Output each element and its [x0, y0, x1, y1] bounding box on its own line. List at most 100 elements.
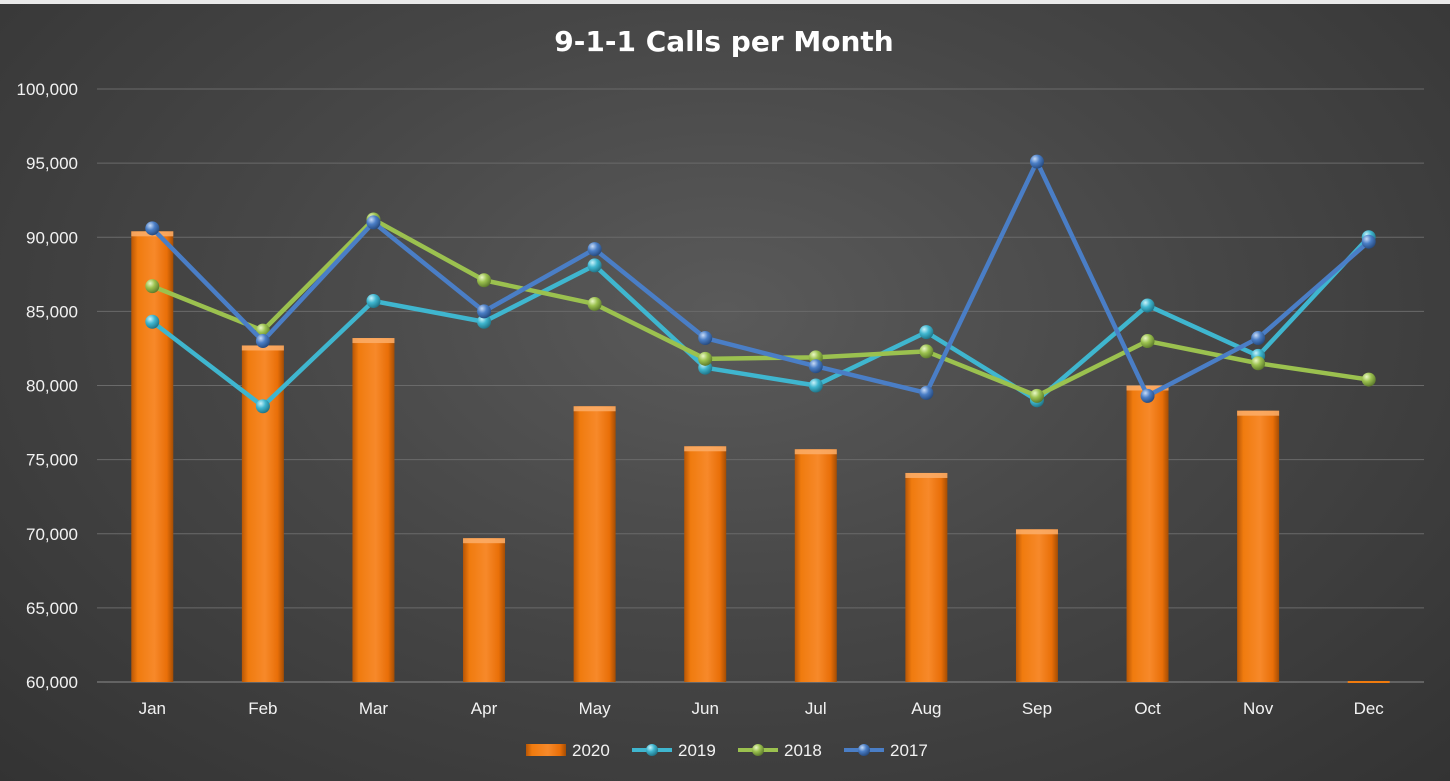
bar [131, 231, 174, 682]
legend-swatch-marker [858, 744, 870, 756]
legend-item-2018: 2018 [738, 741, 822, 760]
x-tick-label: Mar [359, 699, 389, 718]
bar-2020-oct [1126, 385, 1169, 682]
x-axis-tick-labels: Jan Feb Mar Apr May Jun Jul Aug Sep Oct Nov Dec [139, 699, 1385, 718]
point-2017-feb [255, 334, 270, 349]
x-tick-label: Feb [248, 699, 277, 718]
bar-2020-nov [1237, 410, 1280, 682]
point-2017-aug [919, 385, 934, 400]
line-series-2017 [145, 154, 1376, 403]
point-2018-may [587, 296, 602, 311]
y-tick-label: 70,000 [26, 525, 78, 544]
bar-2020-jun [684, 446, 727, 682]
bar-cap [905, 472, 948, 478]
point-2017-mar [366, 215, 381, 230]
bar [1126, 385, 1169, 682]
point-2018-apr [477, 273, 492, 288]
x-tick-label: Dec [1354, 699, 1385, 718]
y-tick-label: 75,000 [26, 451, 78, 470]
x-tick-label: May [579, 699, 612, 718]
bar [1015, 529, 1058, 682]
x-tick-label: Jun [691, 699, 718, 718]
bar-cap [352, 338, 395, 344]
x-tick-label: Jul [805, 699, 827, 718]
y-tick-label: 95,000 [26, 154, 78, 173]
legend-item-2019: 2019 [632, 741, 716, 760]
x-tick-label: Apr [471, 699, 498, 718]
y-tick-label: 90,000 [26, 228, 78, 247]
y-tick-label: 65,000 [26, 599, 78, 618]
bar-2020-mar [352, 338, 395, 682]
x-tick-label: Jan [139, 699, 166, 718]
chart-title: 9-1-1 Calls per Month [554, 25, 893, 58]
x-tick-label: Nov [1243, 699, 1274, 718]
point-2019-may [587, 258, 602, 273]
point-2017-jun [698, 331, 713, 346]
point-2019-oct [1140, 298, 1155, 313]
grid-layer [97, 88, 1424, 683]
series-line-2019 [150, 235, 1371, 409]
bar [573, 406, 616, 682]
x-tick-label: Sep [1022, 699, 1052, 718]
bar-cap [573, 406, 616, 412]
point-2017-sep [1029, 154, 1044, 169]
legend-item-2020: 2020 [526, 741, 610, 760]
legend: 2020 2019 2018 2017 [526, 741, 928, 760]
point-2018-jan [145, 279, 160, 294]
x-tick-label: Aug [911, 699, 941, 718]
top-strip [0, 0, 1450, 4]
series-line-2017 [150, 159, 1371, 399]
point-2019-jul [808, 378, 823, 393]
point-2017-jan [145, 221, 160, 236]
bar-cap [1015, 529, 1058, 535]
bar-cap [684, 446, 727, 452]
point-2019-aug [919, 325, 934, 340]
bar-2020-apr [463, 538, 506, 682]
legend-label: 2019 [678, 741, 716, 760]
bar-2020-jul [794, 449, 837, 682]
bar-cap [1237, 410, 1280, 416]
line-series-layer [145, 154, 1376, 414]
y-tick-label: 80,000 [26, 377, 78, 396]
point-2017-may [587, 242, 602, 257]
point-2019-jan [145, 314, 160, 329]
point-2017-apr [477, 304, 492, 319]
point-2018-nov [1251, 356, 1266, 371]
line-series-2019 [145, 230, 1376, 414]
bar [794, 449, 837, 682]
point-2019-mar [366, 293, 381, 308]
legend-label: 2018 [784, 741, 822, 760]
bar-series-2020 [131, 231, 1390, 683]
point-2017-dec [1361, 234, 1376, 249]
series-line-2018 [150, 217, 1371, 399]
x-tick-label: Oct [1134, 699, 1161, 718]
legend-label: 2017 [890, 741, 928, 760]
bar-2020-may [573, 406, 616, 682]
point-2018-aug [919, 344, 934, 359]
bar [684, 446, 727, 682]
y-tick-label: 100,000 [17, 80, 78, 99]
point-2017-nov [1251, 331, 1266, 346]
point-2018-sep [1029, 388, 1044, 403]
bar-2020-jan [131, 231, 174, 682]
bar-2020-dec [1347, 681, 1390, 683]
point-2018-jun [698, 351, 713, 366]
bar-cap [1126, 385, 1169, 391]
legend-swatch-bar [526, 744, 566, 756]
bar-cap [463, 538, 506, 544]
legend-label: 2020 [572, 741, 610, 760]
y-axis-tick-labels: 60,000 65,000 70,000 75,000 80,000 85,000 90,0… [17, 80, 78, 692]
bar [905, 472, 948, 682]
point-2018-oct [1140, 334, 1155, 349]
point-2018-dec [1361, 372, 1376, 387]
point-2017-oct [1140, 388, 1155, 403]
legend-item-2017: 2017 [844, 741, 928, 760]
bar-2020-sep [1015, 529, 1058, 682]
y-tick-label: 60,000 [26, 673, 78, 692]
bar [352, 338, 395, 682]
legend-swatch-marker [646, 744, 658, 756]
y-tick-label: 85,000 [26, 302, 78, 321]
bar-2020-aug [905, 472, 948, 682]
